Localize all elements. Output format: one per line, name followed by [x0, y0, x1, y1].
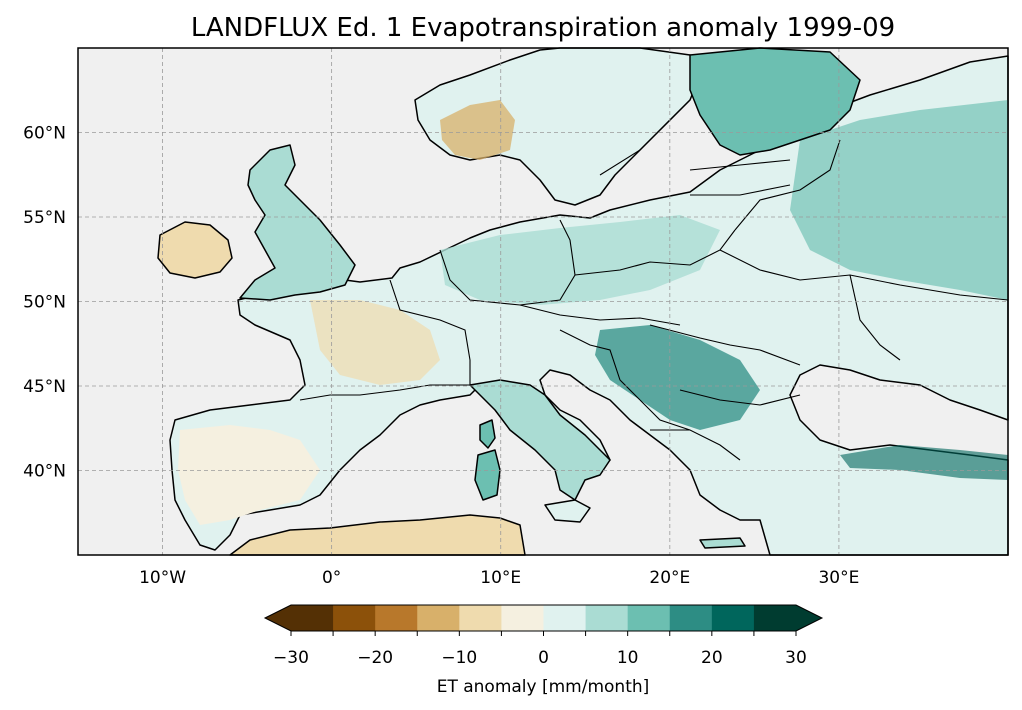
land-crete: [699, 537, 746, 549]
land-france-anomaly: [310, 300, 440, 385]
colorbar-segment: [753, 605, 797, 631]
colorbar-tick-label: −30: [273, 648, 309, 668]
lon-tick-label: 10°W: [139, 568, 186, 588]
lat-tick-label: 40°N: [23, 462, 66, 482]
chart-title: LANDFLUX Ed. 1 Evapotranspiration anomal…: [191, 13, 895, 43]
land-anatolia-anomaly: [840, 445, 1008, 480]
colorbar-extend-max: [796, 605, 822, 631]
land-north-africa: [229, 514, 526, 556]
country-borders: [299, 99, 1009, 461]
colorbar-segment: [585, 605, 629, 631]
map-panel: [77, 47, 1009, 556]
land-norway-anomaly: [440, 100, 515, 160]
colorbar-tick-label: 10: [617, 648, 639, 668]
land-corsica: [479, 419, 496, 449]
colorbar-segment: [375, 605, 418, 631]
land-scandinavia: [414, 47, 701, 206]
land-central-anomaly: [440, 215, 720, 305]
colorbar-segment: [711, 605, 755, 631]
map-frame: [77, 47, 1009, 556]
colorbar-tick-label: −10: [441, 648, 477, 668]
colorbar-segment: [669, 605, 713, 631]
lat-tick-label: 55°N: [23, 208, 66, 228]
colorbar-ticks: −30 −20 −10 0 10 20 30: [273, 648, 807, 668]
land-iberia-anomaly: [178, 425, 320, 525]
colorbar-tick-label: 20: [701, 648, 723, 668]
land-great-britain: [239, 144, 356, 301]
colorbar-label: ET anomaly [mm/month]: [437, 677, 650, 697]
lon-tick-label: 20°E: [649, 568, 690, 588]
gridlines: [78, 48, 1008, 555]
colorbar-segment: [459, 605, 502, 631]
lon-tick-label: 10°E: [480, 568, 521, 588]
lat-tick-label: 45°N: [23, 377, 66, 397]
colorbar-segment: [291, 605, 334, 631]
lon-tick-label: 0°: [322, 568, 341, 588]
colorbar-tick-label: 30: [785, 648, 807, 668]
colorbar-extend-min: [265, 605, 291, 631]
colorbar-segment: [627, 605, 671, 631]
land-ireland: [157, 221, 233, 279]
colorbar-segment: [543, 605, 587, 631]
longitude-axis: 10°W 0° 10°E 20°E 30°E: [139, 568, 859, 588]
lat-tick-label: 50°N: [23, 293, 66, 313]
colorbar-tick-label: 0: [538, 648, 549, 668]
land-italy: [469, 379, 611, 501]
colorbar-tick-label: −20: [357, 648, 393, 668]
lat-tick-label: 60°N: [23, 124, 66, 144]
lon-tick-label: 30°E: [818, 568, 859, 588]
land-balkans-anomaly: [595, 325, 760, 430]
colorbar-segment: [501, 605, 544, 631]
latitude-axis: 60°N 55°N 50°N 45°N 40°N: [23, 124, 66, 482]
land-east-anomaly: [790, 100, 1008, 300]
colorbar-segment: [417, 605, 460, 631]
land-areas: [157, 47, 1009, 556]
land-finland: [689, 47, 861, 156]
land-sardinia: [474, 449, 501, 501]
land-sicily: [544, 499, 591, 523]
colorbar-segment: [333, 605, 376, 631]
colorbar: [263, 604, 824, 636]
